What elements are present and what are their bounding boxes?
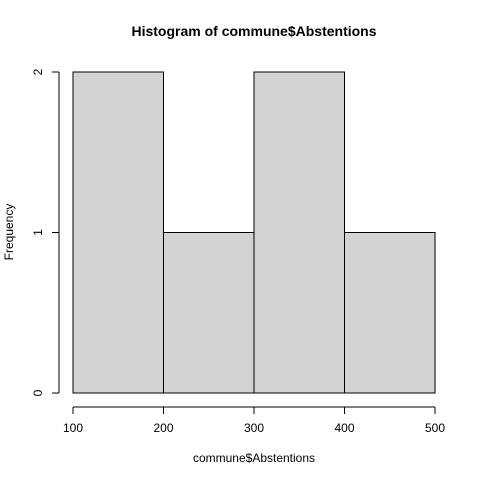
x-axis-label: commune$Abstentions	[193, 451, 315, 465]
x-tick-label-100: 100	[63, 421, 83, 435]
bars-group	[72, 71, 436, 394]
x-axis: 100 200 300 400 500	[63, 406, 445, 435]
y-tick-label-0: 0	[31, 389, 45, 396]
chart-title: Histogram of commune$Abstentions	[131, 23, 376, 39]
x-tick-label-300: 300	[244, 421, 264, 435]
histogram-bar-1	[72, 71, 164, 394]
histogram-bar-4	[344, 232, 436, 394]
x-tick-label-500: 500	[425, 421, 445, 435]
y-axis-label: Frequency	[2, 204, 16, 261]
y-tick-label-1: 1	[31, 229, 45, 236]
y-tick-label-2: 2	[31, 68, 45, 75]
y-axis: 0 1 2	[31, 68, 60, 396]
x-tick-label-200: 200	[153, 421, 173, 435]
histogram-bar-2	[163, 232, 255, 394]
histogram-bar-3	[253, 71, 345, 394]
x-tick-label-400: 400	[334, 421, 354, 435]
